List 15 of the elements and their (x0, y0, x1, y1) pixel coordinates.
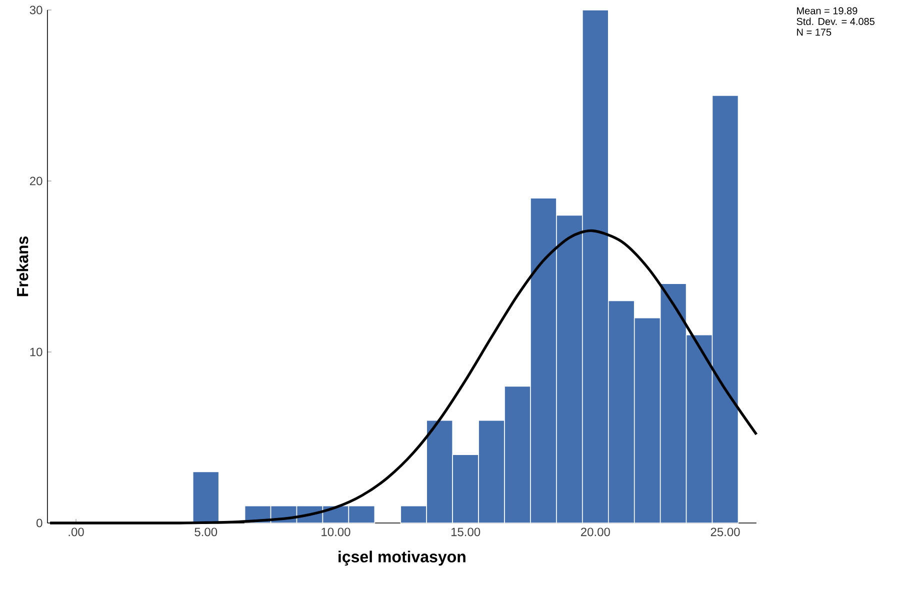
x-tick-label: 20.00 (581, 528, 610, 536)
x-tick-label: 10.00 (322, 528, 350, 536)
x-tick-label: 5.00 (194, 528, 218, 536)
y-tick-label: 20 (30, 176, 42, 186)
x-tick-label: 15.00 (451, 528, 480, 536)
text: Std. Dev. = 4.085 (796, 18, 874, 26)
x-tick-label: 25.00 (710, 528, 740, 536)
text: N = 175 (797, 28, 832, 36)
y-tick-label: 30 (30, 6, 42, 14)
y-axis-title: Frekans (16, 236, 28, 296)
y-tick-label: 10 (30, 348, 42, 356)
y-tick-label: 0 (36, 518, 42, 528)
x-axis-title: içsel motivasyon (338, 550, 466, 566)
x-tick-label: .00 (68, 528, 84, 536)
text: Mean = 19.89 (797, 7, 858, 14)
